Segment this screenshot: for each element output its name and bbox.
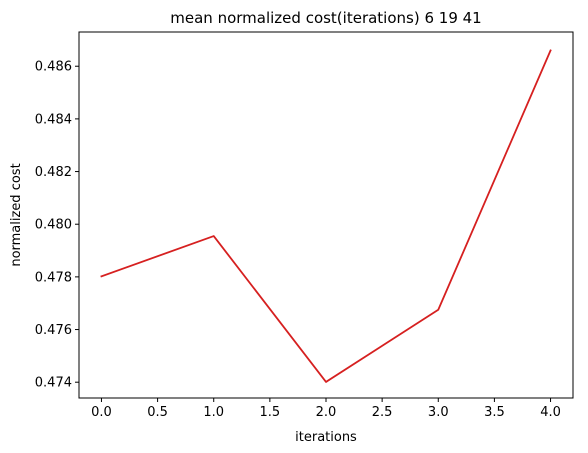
x-tick-label: 0.5 [147,405,168,420]
x-axis-label: iterations [295,430,357,445]
axes-frame [78,31,574,399]
x-tick-label: 2.0 [316,405,337,420]
x-tick-label: 0.0 [91,405,112,420]
series-layer [100,49,552,383]
series-line [100,49,552,383]
y-tick-label: 0.480 [35,218,72,233]
y-tick-label: 0.478 [35,270,72,285]
x-tick-label: 4.0 [540,405,561,420]
y-tick-label: 0.486 [35,60,72,75]
chart-title: mean normalized cost(iterations) 6 19 41 [170,9,481,27]
y-axis-ticks: 0.474 0.476 0.478 0.480 0.482 0.484 0.486 [35,60,79,391]
y-tick-label: 0.484 [35,112,72,127]
x-tick-label: 3.0 [428,405,449,420]
x-axis-ticks: 0.0 0.5 1.0 1.5 2.0 2.5 3.0 3.5 4.0 [91,398,561,420]
y-axis-label: normalized cost [9,163,24,266]
x-tick-label: 1.5 [260,405,281,420]
y-tick-label: 0.482 [35,165,72,180]
x-tick-label: 1.0 [203,405,224,420]
y-tick-label: 0.474 [35,376,72,391]
x-tick-label: 2.5 [372,405,393,420]
x-tick-label: 3.5 [484,405,505,420]
y-tick-label: 0.476 [35,323,72,338]
